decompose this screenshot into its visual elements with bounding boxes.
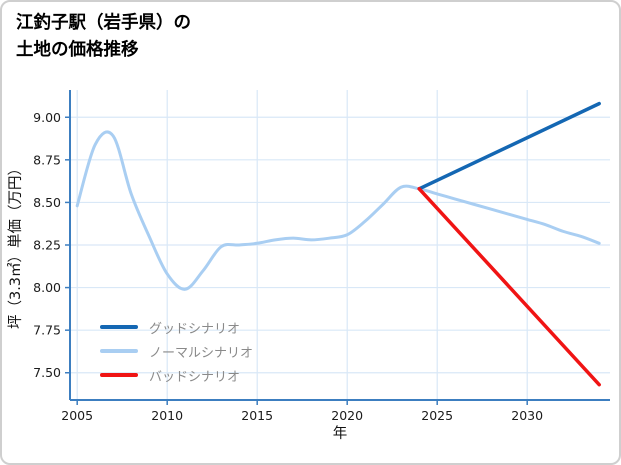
svg-text:7.75: 7.75 (33, 323, 61, 338)
bad-scenario-label: バッドシナリオ (149, 369, 241, 385)
legend-item-normal-scenario: ノーマルシナリオ (100, 339, 253, 363)
svg-text:7.50: 7.50 (33, 365, 61, 380)
page-title-line-2: 土地の価格推移 (16, 40, 139, 61)
svg-text:2010: 2010 (151, 408, 183, 423)
y-axis-title: 坪（3.3㎡）単価（万円） (7, 161, 24, 329)
svg-text:2020: 2020 (331, 408, 363, 423)
svg-text:9.00: 9.00 (33, 110, 61, 125)
legend-item-good-scenario: グッドシナリオ (100, 315, 253, 339)
svg-text:8.50: 8.50 (33, 195, 61, 210)
svg-text:8.75: 8.75 (33, 152, 61, 167)
legend-item-bad-scenario: バッドシナリオ (100, 363, 253, 387)
svg-text:2030: 2030 (511, 408, 543, 423)
svg-text:8.00: 8.00 (33, 280, 61, 295)
page-title: 江釣子駅（岩手県）の 土地の価格推移 (16, 10, 191, 64)
normal-scenario-swatch (100, 349, 138, 353)
bad-scenario-swatch (100, 373, 138, 377)
normal-scenario-label: ノーマルシナリオ (149, 345, 254, 361)
legend: グッドシナリオ ノーマルシナリオ バッドシナリオ (100, 315, 253, 387)
page-title-line-1: 江釣子駅（岩手県）の (16, 13, 191, 33)
svg-text:2025: 2025 (421, 408, 453, 423)
svg-text:2005: 2005 (61, 408, 93, 423)
good-scenario-swatch (100, 325, 138, 329)
x-axis-title: 年 (333, 425, 348, 442)
chart-plot-area: 7.50 7.75 8.00 8.25 8.50 8.75 9.00 2005 2010 2015… (33, 90, 610, 423)
good-scenario-label: グッドシナリオ (149, 321, 241, 337)
price-trend-line-chart: 7.50 7.75 8.00 8.25 8.50 8.75 9.00 2005 2010 2015… (7, 90, 610, 442)
svg-text:2015: 2015 (241, 408, 273, 423)
svg-text:8.25: 8.25 (33, 238, 61, 253)
